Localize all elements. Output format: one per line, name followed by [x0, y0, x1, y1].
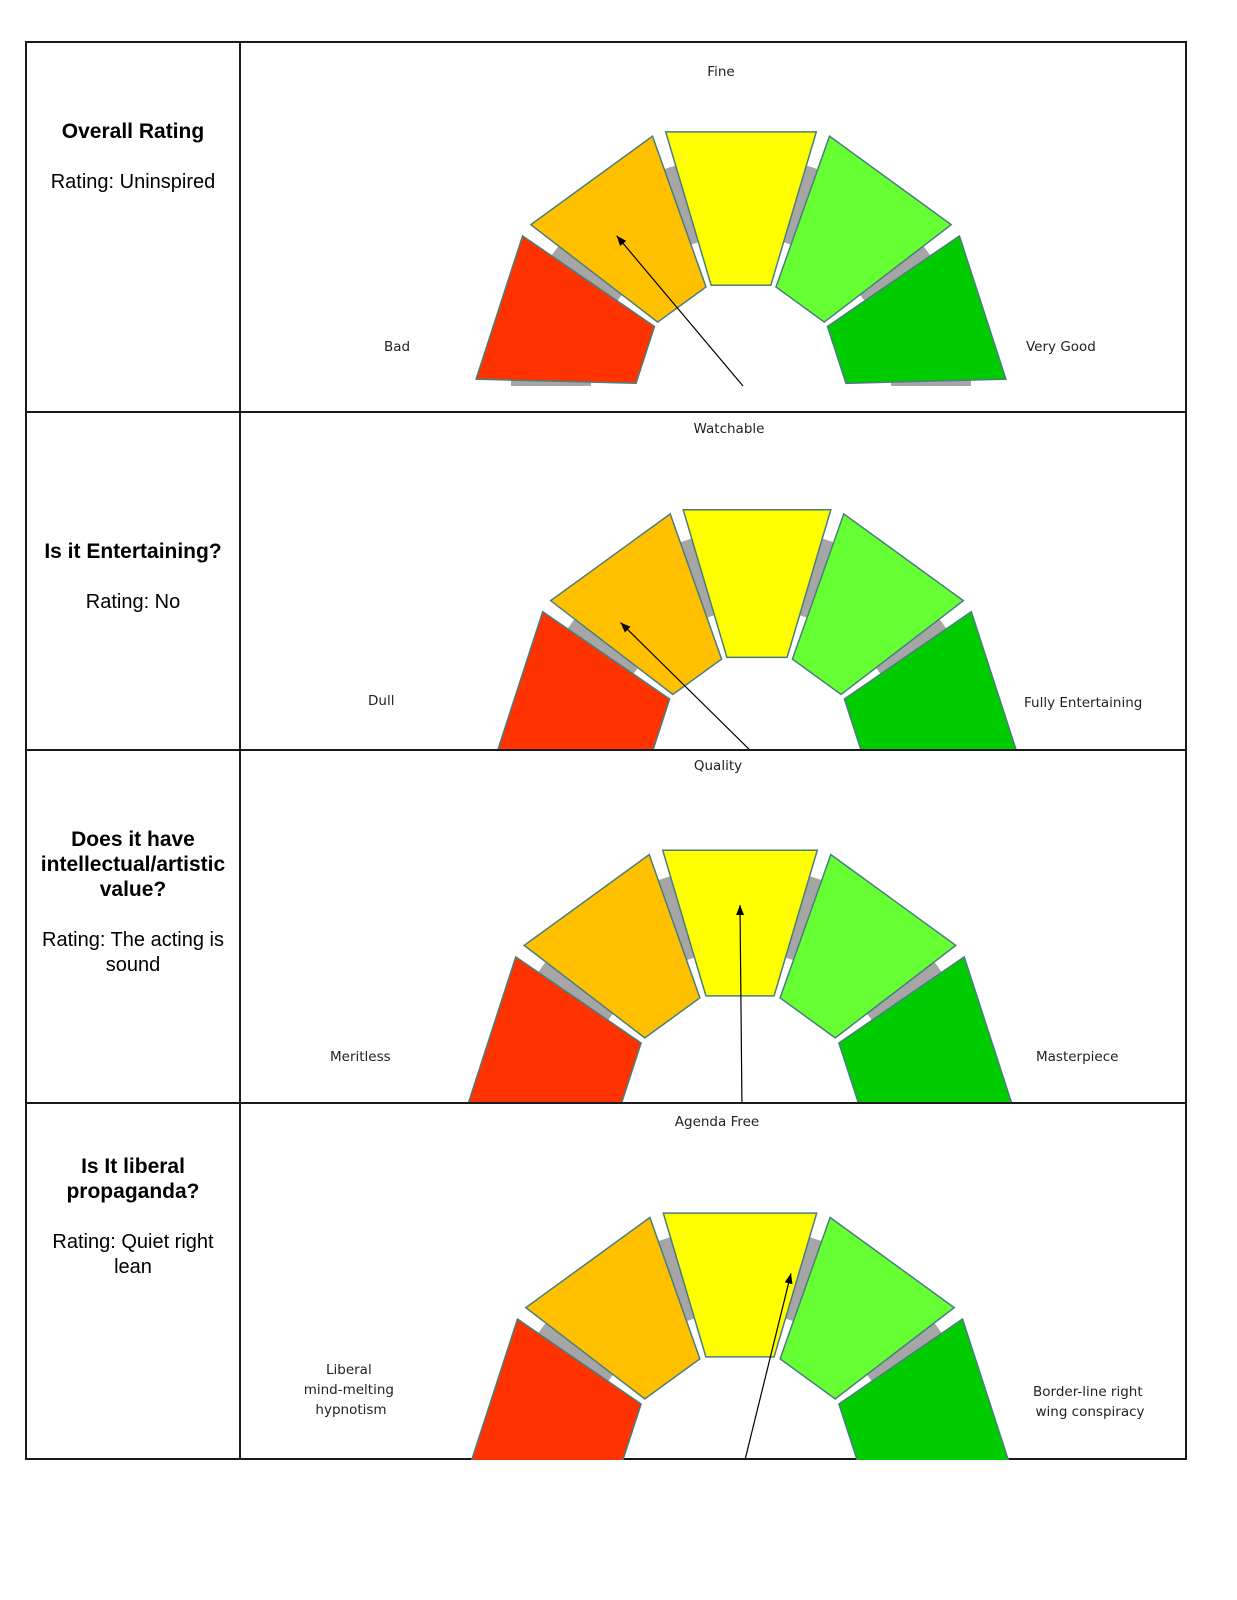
row-1-rating-text: Rating: Uninspired	[50, 171, 216, 193]
row-1-question-cell: Overall Rating Rating: Uninspired	[27, 119, 239, 195]
gauge-segment-below-average	[524, 1216, 701, 1400]
row-4-right-label-line: wing conspiracy	[1035, 1404, 1144, 1420]
row-4-top-label: Agenda Free	[675, 1114, 759, 1130]
row-2-top-label: Watchable	[694, 421, 765, 437]
gauge-segment-best	[838, 1317, 1010, 1460]
row-3-rating-text: Rating: The acting is sound	[42, 929, 224, 976]
gauge-segment-above-average	[779, 853, 958, 1039]
row-1-top-label: Fine	[707, 64, 734, 80]
row-3-gauge-svg: Meritless Quality Masterpiece	[330, 758, 1118, 1102]
gauge-segment-bad	[497, 610, 671, 749]
row-1-right-label: Very Good	[1026, 339, 1096, 355]
row-divider	[27, 411, 1185, 413]
row-4-question-title: Is It liberal propaganda?	[66, 1155, 200, 1203]
row-4-left-label: Liberal mind-melting hypnotism	[304, 1362, 399, 1418]
row-1-question-title: Overall Rating	[61, 120, 205, 143]
gauge-pointer-shaft	[616, 235, 744, 387]
row-4-right-label: Border-line right wing conspiracy	[1033, 1384, 1147, 1420]
gauge-pointer-shaft	[739, 904, 743, 1102]
row-3-right-label: Masterpiece	[1036, 1049, 1118, 1065]
row-2-gauge: Dull Watchable Fully Entertaining	[241, 413, 1187, 749]
row-2-gauge-svg: Dull Watchable Fully Entertaining	[368, 421, 1142, 749]
gauge-pointer-head	[616, 235, 627, 246]
gauge-pointer-arrow	[620, 622, 750, 749]
gauge-segment-above-average	[775, 135, 953, 324]
row-1-left-label: Bad	[384, 339, 410, 355]
gauge-pointer-shaft	[620, 622, 750, 749]
gauge-segment-middle	[662, 1212, 818, 1358]
row-2-question-title: Is it Entertaining?	[44, 540, 222, 563]
row-2-rating-text: Rating: No	[85, 591, 181, 613]
gauge-segment-best	[826, 234, 1007, 385]
row-divider	[27, 749, 1185, 751]
gauge-segment-bad	[475, 234, 656, 385]
gauge-segment-best	[838, 955, 1013, 1102]
gauge-segment-above-average	[779, 1216, 956, 1400]
gauge-segment-below-average	[522, 853, 701, 1039]
row-3-top-label: Quality	[694, 758, 742, 774]
row-3-question-cell: Does it have intellectual/artistic value…	[27, 827, 239, 978]
gauge-pointer-arrow	[736, 904, 745, 1102]
gauge-pointer-head	[784, 1273, 793, 1285]
gauge-pointer-shaft	[744, 1273, 792, 1460]
gauge-pointer-head	[620, 622, 631, 633]
gauge-segment-below-average	[529, 135, 707, 324]
row-3-question-title: Does it have intellectual/artistic value…	[40, 828, 226, 901]
row-2-right-label: Fully Entertaining	[1024, 695, 1142, 711]
gauge-segment-bad	[467, 955, 642, 1102]
gauge-segment-bad	[470, 1317, 642, 1460]
row-4-left-label-line: hypnotism	[315, 1402, 386, 1418]
row-4-left-label-line: Liberal	[326, 1362, 372, 1378]
row-1-gauge: Bad Fine Very Good	[241, 43, 1187, 411]
gauge-pointer-head	[736, 905, 745, 916]
gauge-segment-middle	[682, 508, 832, 659]
row-3-left-label: Meritless	[330, 1049, 391, 1065]
gauge-pointer-arrow	[616, 235, 744, 387]
gauge-segment-above-average	[791, 512, 965, 696]
gauge-segment-best	[843, 610, 1017, 749]
row-4-gauge-svg: Liberal mind-melting hypnotism Agenda Fr…	[304, 1114, 1147, 1460]
row-2-question-cell: Is it Entertaining? Rating: No	[27, 539, 239, 615]
row-divider	[27, 1102, 1185, 1104]
row-4-right-label-line: Border-line right	[1033, 1384, 1143, 1400]
row-4-question-cell: Is It liberal propaganda? Rating: Quiet …	[27, 1154, 239, 1280]
gauge-segment-below-average	[549, 512, 723, 696]
gauge-pointer-arrow	[744, 1273, 793, 1460]
row-1-gauge-svg: Bad Fine Very Good	[384, 64, 1096, 387]
gauge-segment-middle	[664, 131, 818, 287]
row-4-left-label-line: mind-melting	[304, 1382, 394, 1398]
rating-table: Overall Rating Rating: Uninspired Bad Fi…	[25, 41, 1187, 1460]
row-4-rating-text: Rating: Quiet right lean	[52, 1231, 214, 1278]
row-3-gauge: Meritless Quality Masterpiece	[241, 751, 1187, 1102]
row-4-gauge: Liberal mind-melting hypnotism Agenda Fr…	[241, 1104, 1187, 1460]
row-2-left-label: Dull	[368, 693, 394, 709]
